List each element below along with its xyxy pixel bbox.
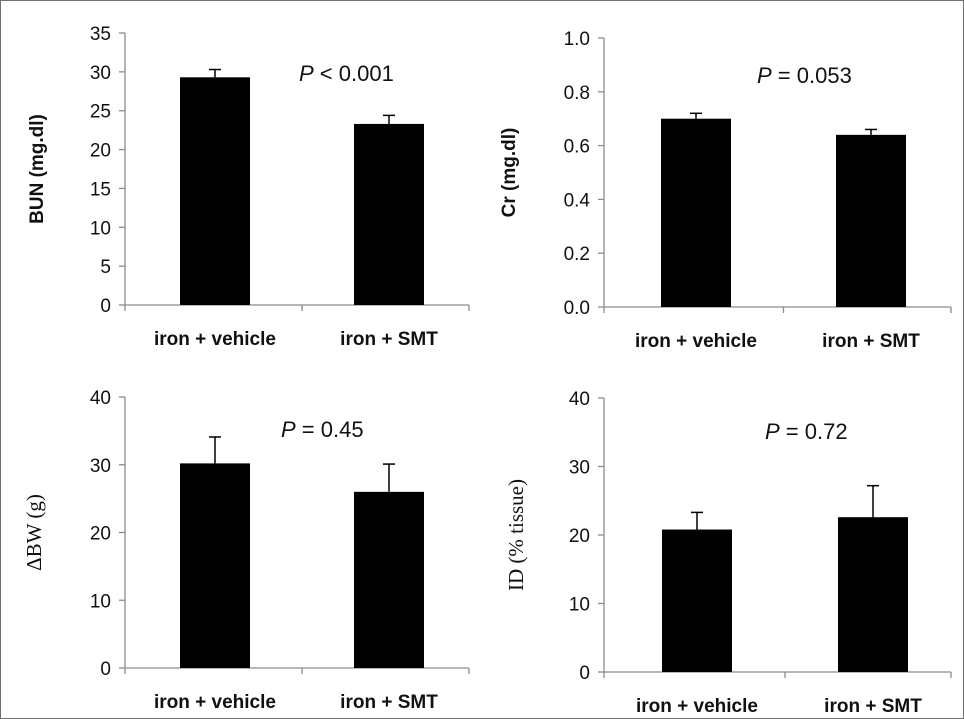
y-tick-label: 30	[90, 456, 111, 477]
chart-panel-1: 0 5 10 15 20 25 30 35 iron + vehicle iron + SMT BU…	[27, 24, 470, 350]
y-axis-label: ΔBW (g)	[22, 494, 46, 571]
x-category-label: iron + vehicle	[636, 696, 758, 717]
y-tick-label: 30	[90, 63, 111, 84]
p-symbol: P	[757, 63, 772, 88]
y-tick-label: 20	[90, 524, 111, 545]
p-symbol: P	[299, 61, 314, 86]
x-category-label: iron + SMT	[824, 696, 922, 717]
y-tick-label: 0.6	[564, 137, 590, 158]
y-tick-label: 0	[100, 659, 111, 680]
bar	[354, 491, 424, 668]
y-tick-label: 10	[90, 218, 111, 239]
y-tick-label: 0	[100, 296, 111, 317]
y-tick-label: 30	[569, 458, 590, 479]
x-category-label: iron + vehicle	[635, 331, 757, 352]
y-tick-label: 10	[569, 595, 590, 616]
y-tick-label: 20	[569, 526, 590, 547]
x-category-label: iron + vehicle	[154, 329, 276, 350]
y-axis-label: BUN (mg.dl)	[27, 114, 48, 224]
y-tick-label: 25	[90, 102, 111, 123]
x-category-label: iron + SMT	[340, 329, 438, 350]
bar	[662, 529, 732, 672]
bar	[180, 77, 250, 305]
chart-panel-3: 0 10 20 30 40 iron + vehicle iron + SMT ΔBW (g)…	[22, 388, 470, 713]
y-tick-label: 0.8	[564, 83, 590, 104]
y-tick-label: 40	[569, 389, 590, 410]
bar	[661, 118, 731, 307]
y-tick-label: 40	[90, 388, 111, 409]
x-category-label: iron + vehicle	[154, 692, 276, 713]
bar	[354, 123, 424, 305]
bar	[836, 134, 906, 307]
chart-panel-2: 0.0 0.2 0.4 0.6 0.8 1.0 iron + vehicle iron + S…	[499, 29, 952, 352]
y-axis-label: ID (% tissue)	[504, 479, 528, 591]
p-symbol: P	[765, 419, 780, 444]
y-tick-label: 10	[90, 591, 111, 612]
p-value-text: = 0.053	[772, 63, 852, 88]
y-axis-label: Cr (mg.dl)	[499, 128, 520, 218]
p-value-text: < 0.001	[314, 61, 394, 86]
y-tick-label: 0.4	[564, 190, 591, 211]
x-category-label: iron + SMT	[340, 692, 438, 713]
y-tick-label: 0.0	[564, 298, 590, 319]
bar	[838, 517, 908, 672]
y-tick-label: 1.0	[564, 29, 590, 50]
y-tick-label: 5	[100, 257, 111, 278]
p-value-annotation: P = 0.053	[757, 63, 852, 88]
p-symbol: P	[281, 417, 296, 442]
chart-panel-4: 0 10 20 30 40 iron + vehicle iron + SMT ID (% t…	[504, 389, 952, 717]
y-tick-label: 15	[90, 179, 111, 200]
p-value-text: = 0.72	[780, 419, 848, 444]
p-value-text: = 0.45	[296, 417, 364, 442]
p-value-annotation: P = 0.45	[281, 417, 364, 442]
y-tick-label: 0.2	[564, 244, 590, 265]
p-value-annotation: P < 0.001	[299, 61, 394, 86]
x-category-label: iron + SMT	[822, 331, 920, 352]
y-tick-label: 20	[90, 141, 111, 162]
y-tick-label: 35	[90, 24, 111, 45]
p-value-annotation: P = 0.72	[765, 419, 848, 444]
bar	[180, 463, 250, 668]
y-tick-label: 0	[579, 663, 590, 684]
